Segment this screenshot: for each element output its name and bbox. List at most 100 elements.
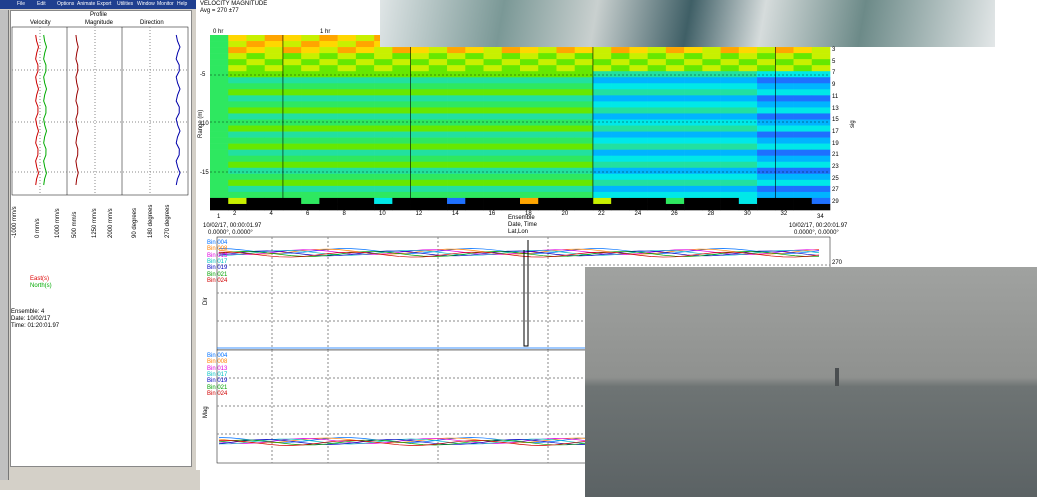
menu-item[interactable]: Animate	[77, 1, 95, 8]
contour-cell	[265, 150, 284, 156]
menu-item[interactable]: Window	[137, 1, 155, 8]
contour-cell	[575, 162, 594, 168]
menu-item[interactable]: Edit	[37, 1, 46, 8]
contour-cell	[447, 150, 466, 156]
contour-cell	[520, 138, 539, 144]
contour-cell	[429, 113, 448, 119]
contour-cell	[520, 89, 539, 95]
contour-cell	[392, 150, 411, 156]
contour-cell	[210, 65, 229, 71]
right-axis-label: sig	[850, 120, 857, 128]
contour-cell	[374, 198, 393, 204]
contour-cell	[465, 144, 484, 150]
menu-item[interactable]: Export	[97, 1, 111, 8]
contour-cell	[374, 89, 393, 95]
contour-cell	[611, 77, 630, 83]
menu-item[interactable]: File	[17, 1, 25, 8]
contour-cell	[538, 71, 557, 77]
contour-cell	[447, 132, 466, 138]
contour-cell	[757, 192, 776, 198]
contour-cell	[246, 168, 265, 174]
contour-cell	[246, 53, 265, 59]
contour-cell	[739, 71, 758, 77]
contour-cell	[210, 47, 229, 53]
contour-cell	[283, 83, 302, 89]
contour-cell	[721, 126, 740, 132]
contour-cell	[484, 174, 503, 180]
contour-cell	[648, 126, 667, 132]
contour-cell	[210, 186, 229, 192]
info-text: Date: 10/02/17	[11, 316, 50, 323]
contour-cell	[520, 83, 539, 89]
contour-cell	[319, 65, 338, 71]
contour-cell	[301, 77, 320, 83]
contour-cell	[411, 138, 430, 144]
contour-cell	[301, 174, 320, 180]
contour-cell	[246, 59, 265, 65]
contour-cell	[338, 204, 357, 210]
contour-cell	[611, 198, 630, 204]
contour-cell	[575, 59, 594, 65]
menu-item[interactable]: Options	[57, 1, 74, 8]
contour-cell	[411, 192, 430, 198]
contour-cell	[319, 150, 338, 156]
menu-item[interactable]: Monitor	[157, 1, 174, 8]
contour-cell	[265, 144, 284, 150]
menu-item[interactable]: Utilities	[117, 1, 133, 8]
contour-cell	[794, 132, 813, 138]
contour-cell	[228, 119, 247, 125]
contour-cell	[611, 174, 630, 180]
contour-cell	[338, 174, 357, 180]
contour-cell	[775, 144, 794, 150]
contour-cell	[447, 119, 466, 125]
contour-cell	[447, 65, 466, 71]
contour-cell	[374, 138, 393, 144]
contour-cell	[556, 113, 575, 119]
contour-cell	[812, 156, 831, 162]
contour-cell	[246, 198, 265, 204]
contour-cell	[648, 192, 667, 198]
satellite-photo	[380, 0, 995, 47]
contour-cell	[502, 198, 521, 204]
contour-cell	[283, 53, 302, 59]
menu-item[interactable]: Help	[177, 1, 187, 8]
x-tick-label: 1	[217, 214, 220, 221]
contour-cell	[648, 174, 667, 180]
contour-cell	[812, 119, 831, 125]
contour-cell	[648, 47, 667, 53]
contour-cell	[520, 47, 539, 53]
contour-cell	[447, 186, 466, 192]
contour-cell	[702, 89, 721, 95]
contour-cell	[666, 192, 685, 198]
contour-cell	[210, 162, 229, 168]
contour-cell	[702, 77, 721, 83]
y-tick-label: -15	[200, 170, 209, 177]
contour-cell	[392, 174, 411, 180]
contour-cell	[484, 113, 503, 119]
contour-cell	[356, 180, 375, 186]
contour-cell	[301, 65, 320, 71]
contour-cell	[392, 198, 411, 204]
contour-cell	[702, 119, 721, 125]
contour-cell	[739, 144, 758, 150]
contour-cell	[465, 186, 484, 192]
axis-label: 1000 mm/s	[55, 208, 62, 238]
contour-cell	[520, 180, 539, 186]
x-axis-label: Date, Time	[508, 222, 537, 229]
contour-cell	[575, 47, 594, 53]
contour-cell	[502, 95, 521, 101]
contour-cell	[611, 83, 630, 89]
profile-line	[176, 35, 180, 185]
contour-cell	[775, 113, 794, 119]
bin-label: 27	[832, 187, 839, 194]
contour-cell	[465, 47, 484, 53]
contour-cell	[721, 65, 740, 71]
contour-cell	[465, 89, 484, 95]
contour-cell	[775, 198, 794, 204]
contour-cell	[629, 53, 648, 59]
contour-cell	[356, 150, 375, 156]
contour-cell	[812, 47, 831, 53]
contour-cell	[538, 138, 557, 144]
contour-cell	[575, 65, 594, 71]
contour-cell	[757, 77, 776, 83]
